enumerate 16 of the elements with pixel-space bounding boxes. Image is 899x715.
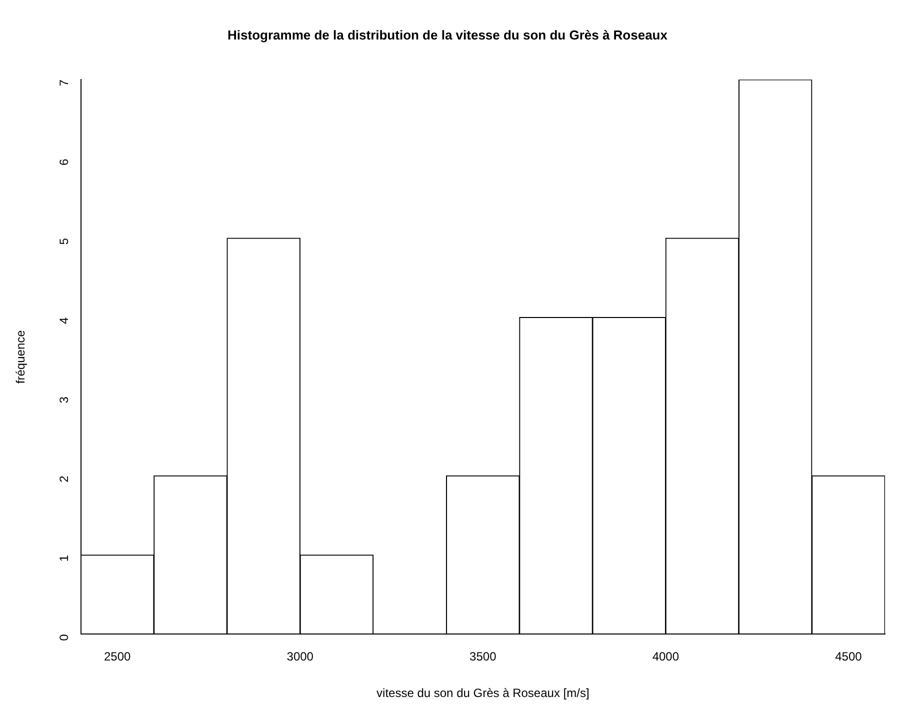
x-axis-title: vitesse du son du Grès à Roseaux [m/s] [376, 686, 590, 700]
x-tick-label: 3500 [470, 650, 497, 664]
x-tick-label: 2500 [104, 650, 132, 664]
x-tick-label: 4000 [652, 650, 680, 664]
y-tick-label: 3 [57, 396, 72, 404]
y-tick-label: 6 [57, 158, 72, 166]
y-tick-label: 7 [57, 79, 72, 86]
x-tick-label: 4500 [835, 650, 862, 664]
y-tick-label: 0 [57, 634, 72, 641]
y-axis-title: fréquence [14, 330, 28, 384]
y-tick-label: 1 [57, 554, 72, 562]
chart-title: Histogramme de la distribution de la vitesse du son du Grès à Roseaux [228, 27, 668, 42]
y-tick-label: 2 [57, 475, 72, 482]
x-tick-label: 3000 [286, 650, 314, 664]
y-tick-label: 4 [57, 316, 72, 324]
y-tick-label: 5 [57, 238, 72, 245]
